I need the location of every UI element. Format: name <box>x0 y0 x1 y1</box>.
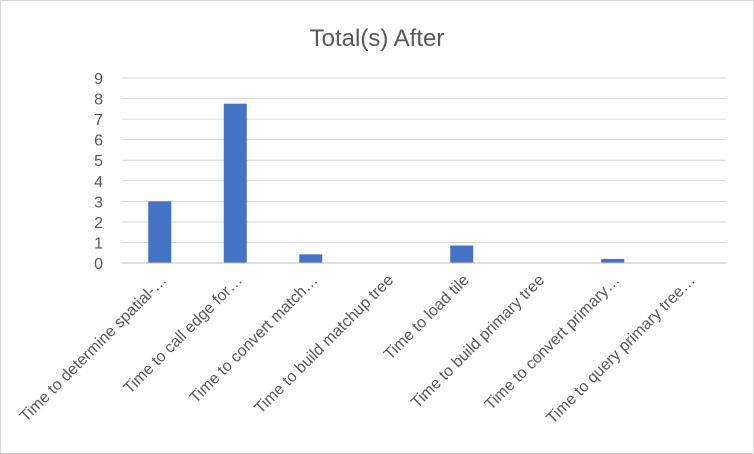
bar <box>450 245 474 263</box>
bar <box>223 103 247 263</box>
y-tick-label: 9 <box>94 71 103 88</box>
bar <box>601 258 625 263</box>
x-tick-label: Time to convert primary… <box>482 272 624 414</box>
y-axis-ticks: 0 1 2 3 4 5 6 7 8 9 <box>94 71 103 273</box>
y-tick-label: 0 <box>94 256 103 273</box>
y-tick-label: 6 <box>94 133 103 150</box>
y-tick-label: 8 <box>94 92 103 109</box>
bar <box>299 254 323 263</box>
x-axis-ticks: Time to determine spatial-…Time to call … <box>17 272 699 428</box>
y-tick-label: 7 <box>94 112 103 129</box>
gridlines <box>122 77 726 243</box>
chart-title: Total(s) After <box>310 25 445 52</box>
x-tick-label: Time to build primary tree <box>408 272 548 412</box>
y-tick-label: 2 <box>94 215 103 232</box>
x-tick-label: Time to query primary tree… <box>544 272 700 428</box>
bars <box>148 103 700 264</box>
y-tick-label: 1 <box>94 235 103 252</box>
y-tick-label: 5 <box>94 153 103 170</box>
x-tick-label: Time to convert match… <box>187 272 322 407</box>
x-tick-label: Time to build matchup tree <box>252 272 398 418</box>
y-tick-label: 3 <box>94 194 103 211</box>
x-tick-label: Time to determine spatial-… <box>17 272 171 426</box>
y-tick-label: 4 <box>94 174 103 191</box>
bar <box>148 201 172 263</box>
